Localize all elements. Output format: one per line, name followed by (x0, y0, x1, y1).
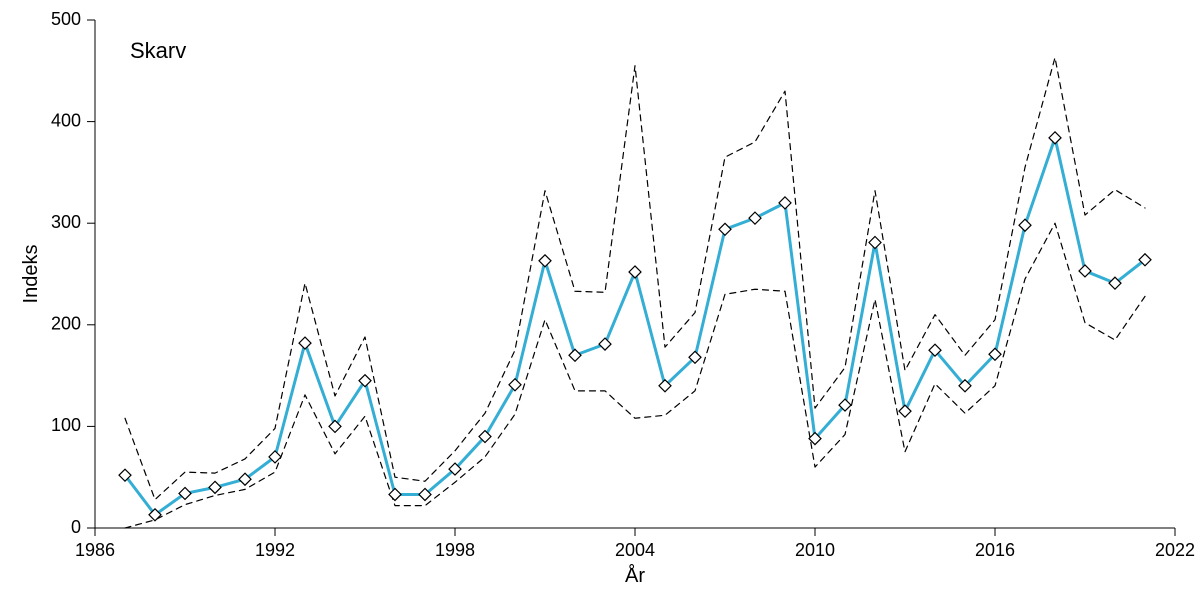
data-marker (599, 338, 611, 350)
y-tick-label: 500 (51, 9, 81, 29)
data-marker (539, 255, 551, 267)
data-marker (569, 349, 581, 361)
line-chart: 0 100 200 300 400 500 1986 1992 1998 2004 2010 2016… (0, 0, 1200, 590)
data-marker (869, 237, 881, 249)
x-tick-label: 1992 (255, 540, 295, 560)
y-tick-label: 100 (51, 415, 81, 435)
y-axis-title: Indeks (20, 245, 42, 304)
data-marker (749, 212, 761, 224)
data-marker (1079, 265, 1091, 277)
data-marker (899, 405, 911, 417)
data-marker (1049, 132, 1061, 144)
x-tick-label: 2004 (615, 540, 655, 560)
data-marker (629, 266, 641, 278)
data-marker (779, 197, 791, 209)
data-marker (389, 488, 401, 500)
x-axis-title: År (625, 564, 645, 587)
y-tick-label: 400 (51, 110, 81, 130)
data-marker (299, 337, 311, 349)
chart-container: 0 100 200 300 400 500 1986 1992 1998 2004 2010 2016… (0, 0, 1200, 590)
data-marker (719, 223, 731, 235)
y-tick-label: 300 (51, 212, 81, 232)
x-tick-label: 2016 (975, 540, 1015, 560)
data-marker (1019, 219, 1031, 231)
x-tick-label: 1998 (435, 540, 475, 560)
data-marker (209, 481, 221, 493)
y-tick-label: 0 (71, 517, 81, 537)
x-tick-label: 2022 (1155, 540, 1195, 560)
series-label: Skarv (130, 38, 186, 63)
data-marker (509, 379, 521, 391)
x-tick-label: 1986 (75, 540, 115, 560)
y-tick-label: 200 (51, 314, 81, 334)
x-tick-label: 2010 (795, 540, 835, 560)
